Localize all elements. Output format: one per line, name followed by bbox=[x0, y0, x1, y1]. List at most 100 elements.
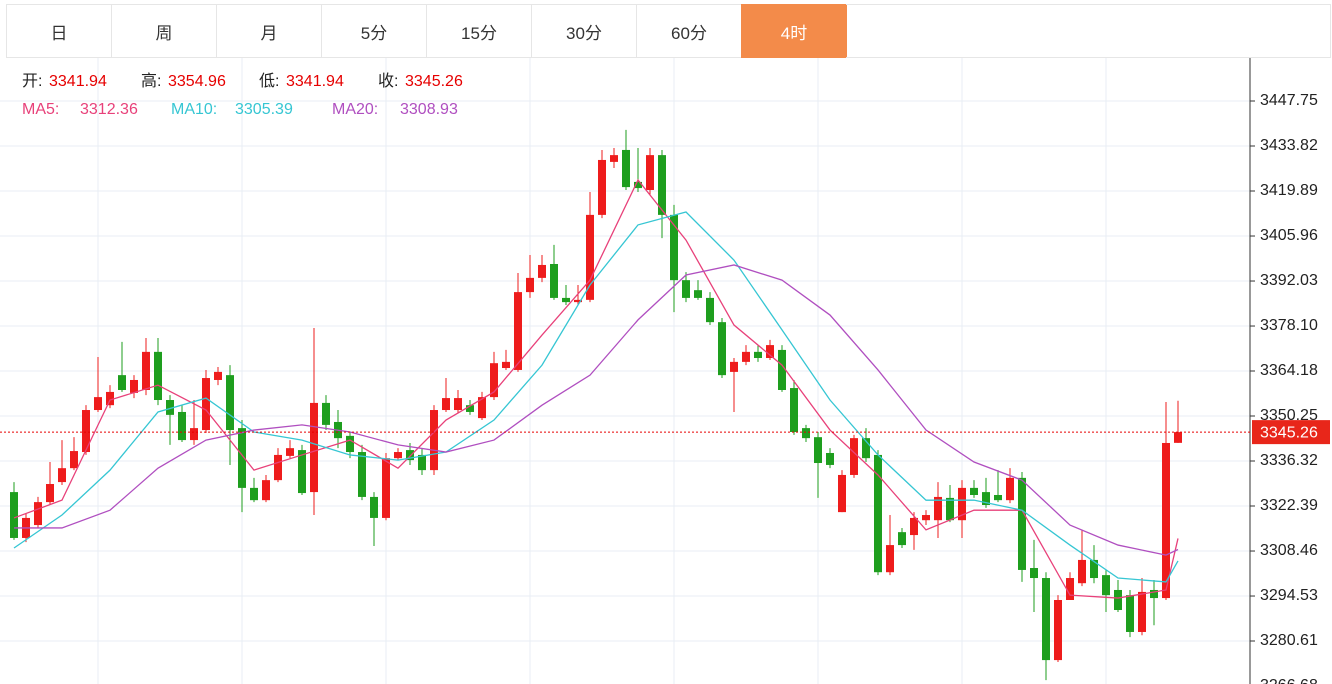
y-tick-label: 3364.18 bbox=[1260, 362, 1318, 379]
candle-body bbox=[106, 391, 114, 406]
candle-body bbox=[826, 452, 834, 465]
high-label: 高: bbox=[141, 72, 161, 90]
tab[interactable]: 15分 bbox=[426, 4, 532, 58]
tab[interactable]: 60分 bbox=[636, 4, 742, 58]
candle-body bbox=[706, 297, 714, 323]
legend-label: MA20: bbox=[332, 101, 378, 118]
candle-body bbox=[838, 474, 846, 513]
y-tick-label: 3447.75 bbox=[1260, 92, 1318, 109]
low-label: 低: bbox=[259, 72, 279, 90]
candle-body bbox=[190, 428, 198, 441]
candle-body bbox=[694, 290, 702, 298]
candle-body bbox=[238, 428, 246, 488]
candle-body bbox=[418, 454, 426, 471]
candle-body bbox=[1066, 578, 1074, 600]
candle-body bbox=[730, 361, 738, 372]
close-label: 收: bbox=[378, 72, 398, 90]
candle-body bbox=[1138, 591, 1146, 632]
candle-body bbox=[154, 351, 162, 401]
legend-label: MA5: bbox=[22, 101, 59, 118]
tab[interactable]: 5分 bbox=[321, 4, 427, 58]
candle-body bbox=[850, 438, 858, 475]
candle-body bbox=[1078, 559, 1086, 584]
candle-body bbox=[1006, 477, 1014, 501]
candle-body bbox=[1150, 589, 1158, 599]
candle-body bbox=[874, 454, 882, 573]
candle-body bbox=[718, 322, 726, 376]
candle-body bbox=[562, 297, 570, 303]
open-value: 3341.94 bbox=[49, 73, 107, 90]
candle-body bbox=[286, 448, 294, 456]
y-tick-label: 3322.39 bbox=[1260, 497, 1318, 514]
candle-body bbox=[766, 345, 774, 359]
candle-body bbox=[394, 452, 402, 459]
candle-body bbox=[118, 375, 126, 390]
candle-body bbox=[262, 480, 270, 501]
y-tick-label: 3308.46 bbox=[1260, 542, 1318, 559]
legend-value: 3305.39 bbox=[235, 101, 293, 118]
candle-body bbox=[634, 181, 642, 189]
candle-body bbox=[370, 496, 378, 518]
candle-body bbox=[886, 545, 894, 573]
candle-body bbox=[502, 361, 510, 369]
candle-body bbox=[70, 451, 78, 469]
candle-body bbox=[214, 371, 222, 380]
close-value: 3345.26 bbox=[405, 73, 463, 90]
candle-body bbox=[1030, 568, 1038, 579]
candle-body bbox=[598, 159, 606, 215]
candle-body bbox=[970, 487, 978, 495]
candle-body bbox=[442, 398, 450, 411]
candle-body bbox=[202, 378, 210, 431]
candle-body bbox=[526, 277, 534, 293]
candle-body bbox=[1114, 589, 1122, 611]
candle-body bbox=[358, 452, 366, 497]
candle-body bbox=[910, 517, 918, 536]
candle-body bbox=[142, 351, 150, 390]
tab[interactable]: 周 bbox=[111, 4, 217, 58]
candle-body bbox=[478, 397, 486, 419]
candle-body bbox=[1054, 599, 1062, 661]
candle-body bbox=[454, 398, 462, 411]
candle-body bbox=[646, 155, 654, 191]
candle-body bbox=[946, 497, 954, 521]
candle-body bbox=[430, 410, 438, 471]
candle-body bbox=[274, 454, 282, 481]
tab[interactable]: 4时 bbox=[741, 4, 847, 58]
candle-body bbox=[46, 484, 54, 503]
tab[interactable]: 日 bbox=[6, 4, 112, 58]
high-value: 3354.96 bbox=[168, 73, 226, 90]
y-tick-label: 3405.96 bbox=[1260, 227, 1318, 244]
legend-value: 3312.36 bbox=[80, 101, 138, 118]
candle-body bbox=[1162, 442, 1170, 599]
candle-body bbox=[958, 487, 966, 521]
y-tick-label: 3336.32 bbox=[1260, 452, 1318, 469]
candle-body bbox=[298, 450, 306, 494]
header: 开: 3341.94 高: 3354.96 低: 3341.94 收: 3345… bbox=[22, 72, 463, 90]
candle-body bbox=[310, 402, 318, 493]
y-tick-label: 3378.10 bbox=[1260, 317, 1318, 334]
candle-body bbox=[94, 397, 102, 411]
ma-line bbox=[13, 211, 1179, 583]
tab-bar-filler bbox=[846, 4, 1331, 58]
candle-body bbox=[550, 263, 558, 298]
ma-line bbox=[13, 178, 1179, 599]
candle-body bbox=[814, 437, 822, 464]
candle-body bbox=[1090, 559, 1098, 579]
candle-body bbox=[346, 435, 354, 453]
tab[interactable]: 月 bbox=[216, 4, 322, 58]
candle-body bbox=[226, 375, 234, 431]
last-price-tag bbox=[1252, 420, 1330, 445]
y-tick-label: 3433.82 bbox=[1260, 137, 1318, 154]
candle-body bbox=[658, 155, 666, 215]
y-tick-label: 3294.53 bbox=[1260, 587, 1318, 604]
last-price-label: 3345.26 bbox=[1260, 424, 1318, 441]
open-label: 开: bbox=[22, 73, 42, 90]
tab[interactable]: 30分 bbox=[531, 4, 637, 58]
candle-body bbox=[1174, 432, 1182, 443]
candle-body bbox=[382, 458, 390, 518]
candle-body bbox=[406, 450, 414, 461]
candle-body bbox=[682, 280, 690, 298]
candle-body bbox=[610, 155, 618, 162]
candle-body bbox=[1102, 575, 1110, 596]
candle-body bbox=[622, 149, 630, 188]
